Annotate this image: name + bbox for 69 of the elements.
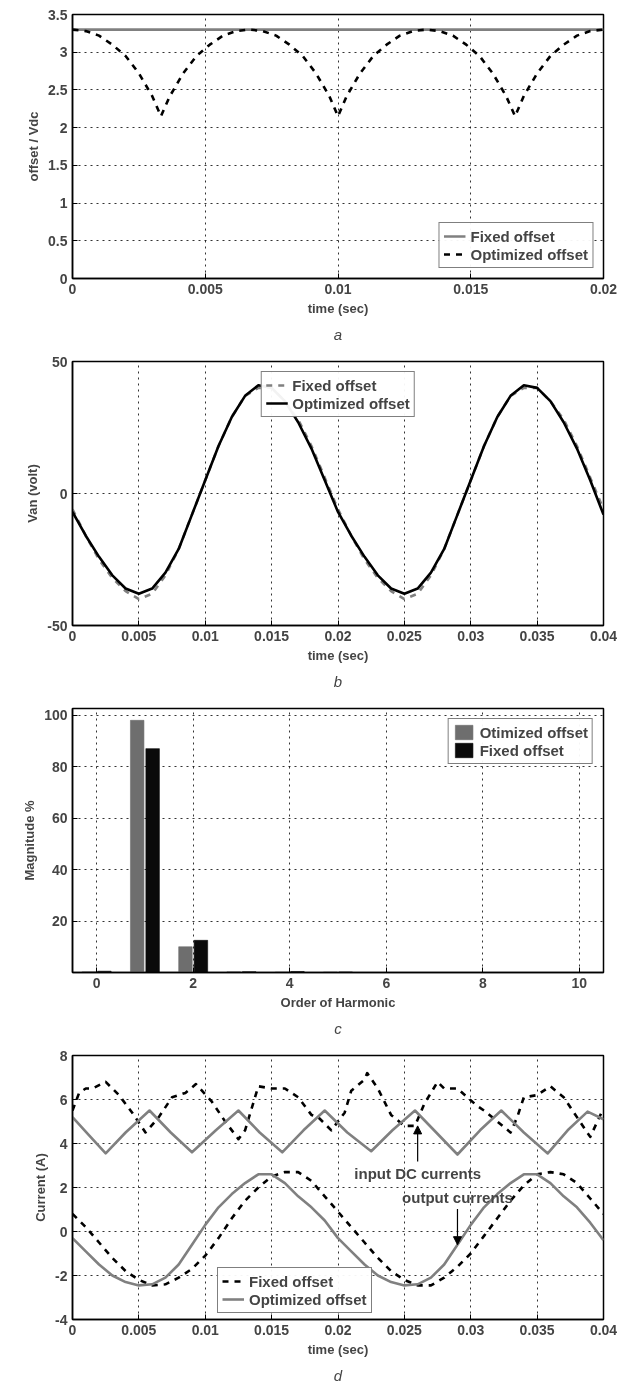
y-tick-label: 50 (51, 353, 68, 370)
x-axis-title: time (sec) (307, 647, 369, 663)
y-tick-label: 2.5 (48, 81, 68, 98)
legend-label: Fixed offset (479, 741, 564, 759)
y-tick-label: 20 (51, 913, 68, 930)
text: a (333, 325, 343, 343)
x-axis-title: time (sec) (307, 300, 369, 316)
x-tick-label: 0.005 (121, 627, 157, 644)
x-tick-label: 0.035 (519, 1321, 555, 1338)
x-tick-label: 0.005 (187, 280, 223, 297)
y-tick-label: 1 (59, 195, 68, 212)
x-axis-title: Order of Harmonic (280, 994, 396, 1010)
x-tick-label: 0.04 (589, 1321, 618, 1338)
x-tick-label: 0.025 (386, 627, 423, 644)
legend-label: Optimized offset (470, 245, 588, 263)
text: d (333, 1366, 343, 1384)
y-tick-label: 8 (59, 1047, 68, 1064)
x-tick-label: 0.015 (254, 627, 290, 644)
x-tick-label: 0.025 (386, 1321, 423, 1338)
text: c (334, 1019, 343, 1037)
y-tick-label: -4 (55, 1311, 68, 1328)
legend-label: Fixed offset (292, 376, 377, 394)
x-tick-label: 0.02 (324, 627, 352, 644)
x-tick-label: 0.005 (121, 1321, 157, 1338)
x-tick-label: 0.03 (457, 1321, 485, 1338)
x-tick-label: 0.015 (254, 1321, 290, 1338)
x-tick-label: 10 (571, 974, 588, 991)
x-tick-label: 0.035 (519, 627, 555, 644)
y-axis-title: Current (A) (33, 1153, 49, 1222)
y-tick-label: 60 (51, 810, 68, 827)
x-tick-label: 8 (478, 974, 487, 991)
x-tick-label: 0.03 (457, 627, 485, 644)
y-axis-title: Van (volt) (25, 464, 41, 523)
y-tick-label: 0 (59, 1223, 68, 1240)
y-tick-label: 1.5 (48, 157, 68, 174)
y-tick-label: 40 (51, 861, 68, 878)
legend-label: Otimized offset (479, 723, 588, 741)
y-tick-label: 0.5 (48, 232, 68, 249)
x-axis-title: time (sec) (307, 1341, 369, 1357)
y-tick-label: 4 (59, 1135, 68, 1152)
legend-label: Optimized offset (249, 1290, 367, 1308)
y-tick-label: -50 (47, 617, 68, 634)
y-tick-label: 3.5 (48, 6, 68, 23)
y-tick-label: -2 (55, 1267, 68, 1284)
y-tick-label: 2 (59, 1179, 68, 1196)
x-tick-label: 0.01 (191, 627, 220, 644)
y-tick-label: 2 (59, 119, 68, 136)
x-tick-label: 4 (285, 974, 294, 991)
y-tick-label: 0 (59, 485, 68, 502)
legend-label: Fixed offset (249, 1272, 334, 1290)
legend-label: Fixed offset (470, 227, 555, 245)
x-tick-label: 0 (92, 974, 101, 991)
y-tick-label: 3 (59, 44, 68, 61)
y-tick-label: 6 (59, 1091, 68, 1108)
y-tick-label: 100 (44, 707, 68, 724)
x-tick-label: 6 (382, 974, 391, 991)
x-tick-label: 2 (189, 974, 198, 991)
y-tick-label: 80 (51, 758, 68, 775)
x-tick-label: 0.01 (324, 280, 352, 297)
x-tick-label: 0.015 (453, 280, 489, 297)
x-tick-label: 0.04 (589, 627, 618, 644)
y-axis-title: offset / Vdc (26, 111, 42, 182)
text: b (333, 672, 343, 690)
x-tick-label: 0.01 (191, 1321, 220, 1338)
x-tick-label: 0.02 (324, 1321, 352, 1338)
y-axis-title: Magnitude % (22, 799, 38, 881)
annotation: input DC currents (354, 1164, 481, 1182)
legend-label: Optimized offset (292, 394, 410, 412)
x-tick-label: 0.02 (589, 280, 618, 297)
